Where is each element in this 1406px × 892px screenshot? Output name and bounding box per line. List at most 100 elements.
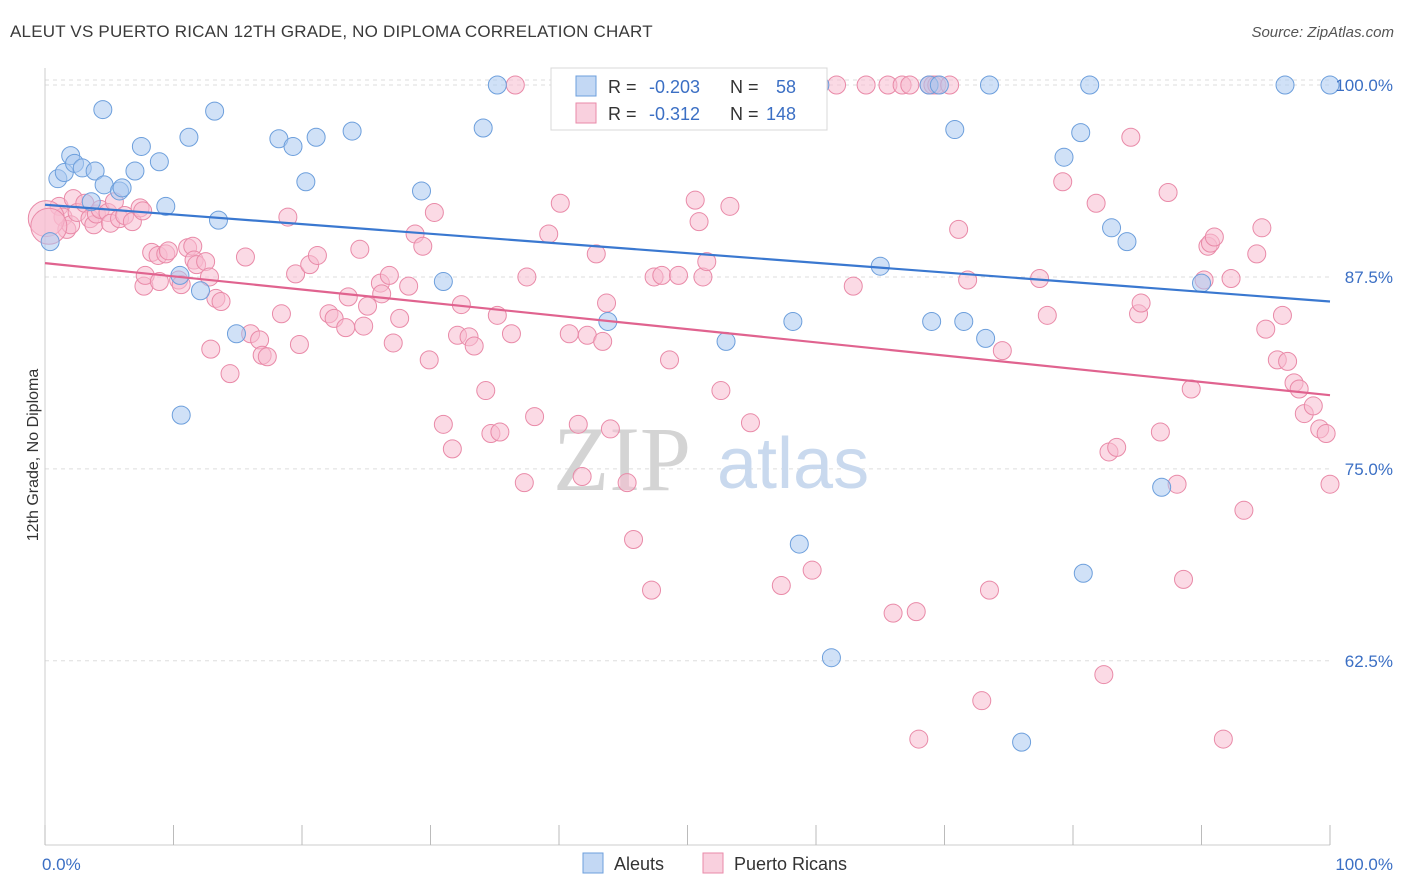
puerto-rican-point-92 [617,473,637,493]
puerto-rican-point-90 [600,419,620,439]
puerto-rican-point-75 [490,422,510,442]
puerto-rican-point-48 [307,245,327,265]
puerto-rican-point-53 [350,239,370,259]
puerto-rican-point-129 [1037,305,1057,325]
legend-n-label-puerto-ricans: N = [730,104,759,124]
puerto-rican-point-150 [1247,244,1267,264]
aleut-point-30 [473,118,493,138]
puerto-rican-point-83 [559,324,579,344]
puerto-rican-point-57 [372,284,392,304]
legend-swatch-aleuts [575,75,597,97]
bottom-legend-swatch-puerto-ricans [702,852,724,874]
legend-n-value-aleuts: 58 [776,77,796,97]
y-tick-label-1: 87.5% [1345,268,1393,287]
puerto-rican-point-46 [289,334,309,354]
aleut-point-17 [171,405,191,425]
puerto-rican-point-51 [336,318,356,338]
puerto-rican-point-54 [354,316,374,336]
aleut-point-52 [1073,563,1093,583]
legend-n-label-aleuts: N = [730,77,759,97]
aleut-point-13 [131,136,151,156]
puerto-rican-point-78 [514,473,534,493]
aleut-point-24 [283,136,303,156]
puerto-rican-point-138 [1150,422,1170,442]
puerto-rican-point-94 [642,580,662,600]
legend-box: R = -0.203 N = 58 R = -0.312 N = 148 [550,67,828,131]
puerto-rican-point-79 [517,267,537,287]
puerto-rican-point-43 [271,304,291,324]
puerto-rican-point-93 [624,529,644,549]
puerto-rican-point-34 [201,339,221,359]
puerto-rican-point-155 [1278,351,1298,371]
puerto-rican-point-23 [149,272,169,292]
puerto-rican-point-66 [433,414,453,434]
puerto-rican-point-140 [1167,474,1187,494]
aleut-point-53 [1080,75,1100,95]
puerto-rican-point-77 [505,75,525,95]
puerto-rican-point-134 [1107,437,1127,457]
legend-r-label-puerto-ricans: R = [608,104,637,124]
puerto-rican-point-109 [802,560,822,580]
puerto-rican-point-161 [1316,424,1336,444]
aleut-point-48 [979,75,999,95]
puerto-rican-point-96 [652,265,672,285]
aleut-point-15 [156,196,176,216]
puerto-rican-point-25 [158,241,178,261]
x-tick-label-1: 100.0% [1335,855,1393,874]
axes [44,68,1331,846]
puerto-rican-point-42 [257,347,277,367]
aleut-point-47 [976,328,996,348]
aleut-point-50 [1054,147,1074,167]
puerto-rican-point-88 [593,331,613,351]
puerto-rican-point-112 [856,75,876,95]
puerto-rican-point-61 [399,276,419,296]
puerto-rican-point-123 [949,219,969,239]
puerto-rican-point-67 [442,439,462,459]
bottom-legend-aleuts: Aleuts [614,854,664,874]
aleut-point-38 [789,534,809,554]
aleut-point-27 [342,121,362,141]
watermark: ZIP atlas [553,408,869,510]
aleut-point-26 [306,127,326,147]
puerto-rican-point-159 [1303,396,1323,416]
legend-r-label-aleuts: R = [608,77,637,97]
puerto-rican-point-148 [1221,268,1241,288]
puerto-rican-point-114 [883,603,903,623]
puerto-rican-point-38 [235,247,255,267]
puerto-rican-point-130 [1053,172,1073,192]
aleut-point-7 [85,161,105,181]
aleuts-trend-line [44,203,1331,303]
puerto-rican-point-85 [572,467,592,487]
aleut-point-31 [487,75,507,95]
puerto-rican-point-147 [1213,729,1233,749]
puerto-rican-point-80 [525,407,545,427]
aleut-point-34 [716,331,736,351]
puerto-rican-point-82 [550,193,570,213]
puerto-ricans-trend-line [44,262,1331,397]
puerto-rican-point-131 [1086,193,1106,213]
puerto-rican-point-98 [669,265,689,285]
aleut-point-20 [205,101,225,121]
puerto-rican-point-162 [1320,474,1340,494]
aleut-point-0 [40,232,60,252]
aleut-point-51 [1071,123,1091,143]
aleut-point-6 [81,192,101,212]
aleut-point-56 [1152,477,1172,497]
puerto-rican-point-116 [900,75,920,95]
series-puerto-ricans [27,75,1340,749]
puerto-rican-point-105 [740,413,760,433]
puerto-rican-point-76 [501,324,521,344]
puerto-rican-point-63 [413,236,433,256]
legend-r-value-puerto-ricans: -0.312 [649,104,700,124]
aleut-point-28 [412,181,432,201]
aleut-point-45 [945,120,965,140]
puerto-rican-point-45 [286,264,306,284]
puerto-rican-point-103 [711,381,731,401]
puerto-rican-point-117 [906,602,926,622]
aleut-point-21 [208,210,228,230]
aleut-point-49 [1012,732,1032,752]
aleut-point-44 [929,75,949,95]
aleut-point-18 [179,127,199,147]
aleut-point-55 [1117,232,1137,252]
